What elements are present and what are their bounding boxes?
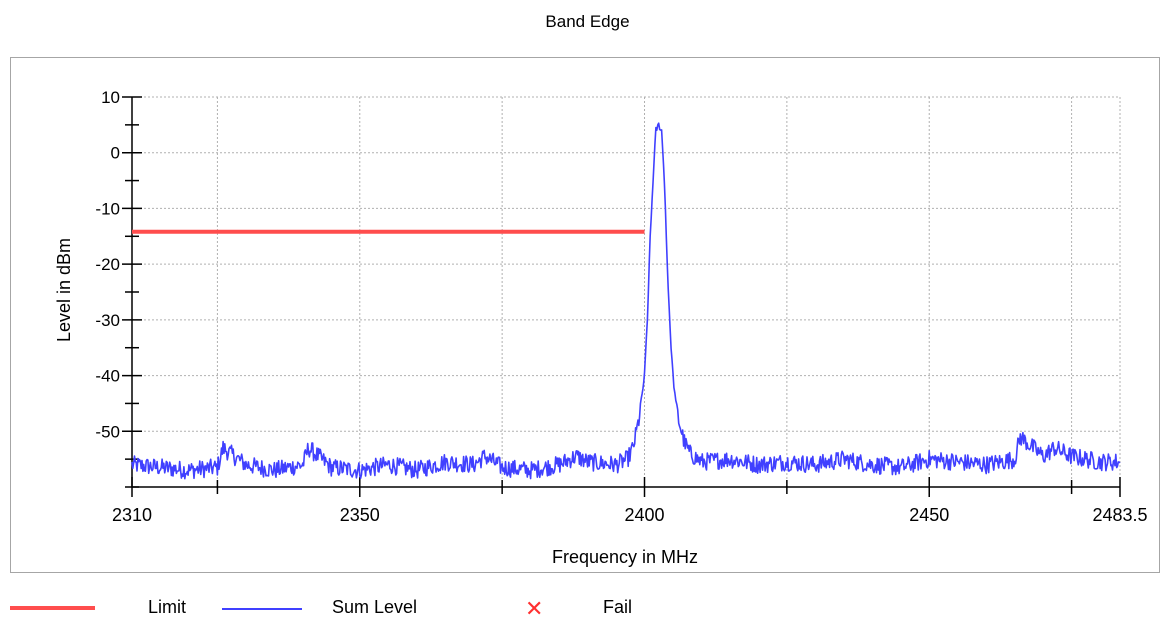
series-lines [131,122,1121,480]
sum-level-trace [131,122,1121,480]
axis-labels: Frequency in MHz Level in dBm 10 0 -10 -20 -… [54,88,1148,567]
y-tick-label: -50 [95,422,120,441]
x-tick-label: 2400 [624,505,664,525]
y-tick-label: -40 [95,367,120,386]
x-axis-label: Frequency in MHz [552,547,698,567]
x-tick-label: 2450 [909,505,949,525]
x-tick-label: 2350 [340,505,380,525]
legend-label-sum-level: Sum Level [332,597,418,617]
y-tick-label: 10 [101,88,120,107]
x-tick-label: 2483.5 [1092,505,1147,525]
grid-lines [131,96,1121,487]
y-tick-label: -20 [95,255,120,274]
y-tick-label: 0 [111,144,120,163]
legend-label-limit: Limit [148,597,187,617]
chart-title: Band Edge [545,12,630,31]
axes [122,96,1121,497]
y-tick-label: -10 [95,199,120,218]
legend: Limit Sum Level ✕ Fail [0,594,1175,624]
legend-label-fail: Fail [603,597,633,617]
y-axis-label: Level in dBm [54,238,74,342]
y-tick-label: -30 [95,311,120,330]
x-tick-label: 2310 [112,505,152,525]
legend-swatch-sum-level [222,608,302,610]
legend-swatch-limit [10,606,95,610]
cross-icon: ✕ [525,596,544,621]
